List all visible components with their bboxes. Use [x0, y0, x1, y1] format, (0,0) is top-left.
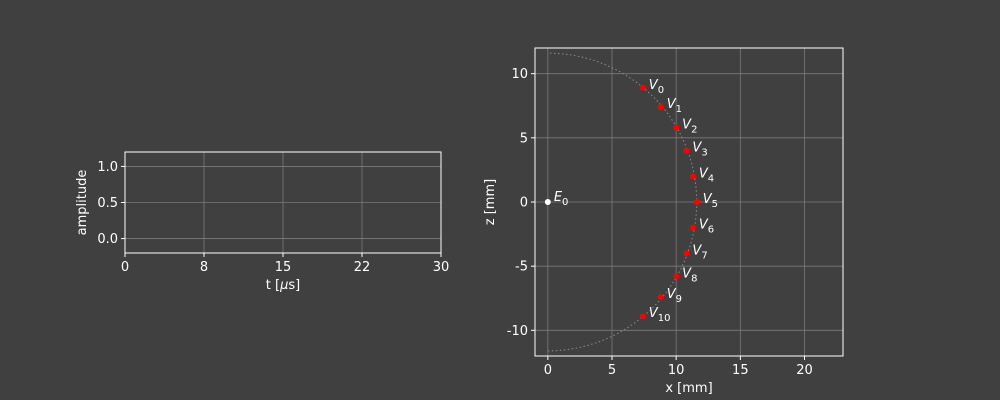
receiver-point	[639, 84, 646, 91]
y-axis-label: z [mm]	[483, 179, 498, 225]
receiver-label: V1	[667, 97, 682, 115]
x-axis-label: t [μs]	[266, 278, 300, 293]
y-tick-label: 10	[511, 67, 528, 82]
x-tick-label: 0	[121, 260, 129, 275]
receiver-point	[689, 224, 696, 231]
receiver-point	[683, 147, 690, 154]
x-tick-label: 0	[544, 363, 552, 378]
y-tick-label: -10	[507, 324, 528, 339]
receiver-label: V6	[699, 218, 714, 236]
x-tick-label: 5	[608, 363, 616, 378]
receiver-label: V3	[692, 141, 707, 159]
receiver-label: V2	[682, 118, 697, 136]
receiver-label: V9	[667, 287, 682, 305]
y-tick-label: 0	[520, 196, 528, 211]
x-tick-label: 8	[200, 260, 208, 275]
y-tick-label: 0.0	[97, 232, 118, 247]
y-tick-label: -5	[515, 260, 528, 275]
receiver-label: V10	[649, 306, 671, 324]
receiver-label: V0	[649, 78, 664, 96]
receiver-point	[657, 104, 664, 111]
x-tick-label: 15	[732, 363, 749, 378]
receiver-point	[657, 293, 664, 300]
receiver-point	[683, 250, 690, 257]
y-axis-label: amplitude	[75, 170, 90, 236]
x-tick-label: 22	[354, 260, 371, 275]
x-tick-label: 30	[433, 260, 450, 275]
y-tick-label: 0.5	[97, 196, 118, 211]
amplitude-axes: 0 8 15 22 30 0.0 0.5 1.0 t [μs] amplitude	[75, 151, 450, 293]
x-tick-label: 20	[796, 363, 813, 378]
receiver-point	[673, 124, 680, 131]
x-tick-label: 10	[668, 363, 685, 378]
receiver-label: V5	[703, 192, 718, 210]
receiver-point	[673, 273, 680, 280]
emitter-label: E0	[554, 190, 569, 208]
receiver-point	[693, 199, 700, 205]
y-tick-label: 5	[520, 131, 528, 146]
receiver-point	[689, 173, 696, 180]
receiver-point	[639, 313, 646, 320]
receiver-label: V8	[682, 266, 697, 284]
x-tick-label: 15	[275, 260, 292, 275]
emitter-point	[544, 199, 551, 205]
receiver-label: V7	[692, 243, 707, 261]
receiver-label: V4	[699, 166, 714, 184]
y-tick-label: 1.0	[97, 160, 118, 175]
x-axis-label: x [mm]	[665, 381, 712, 396]
